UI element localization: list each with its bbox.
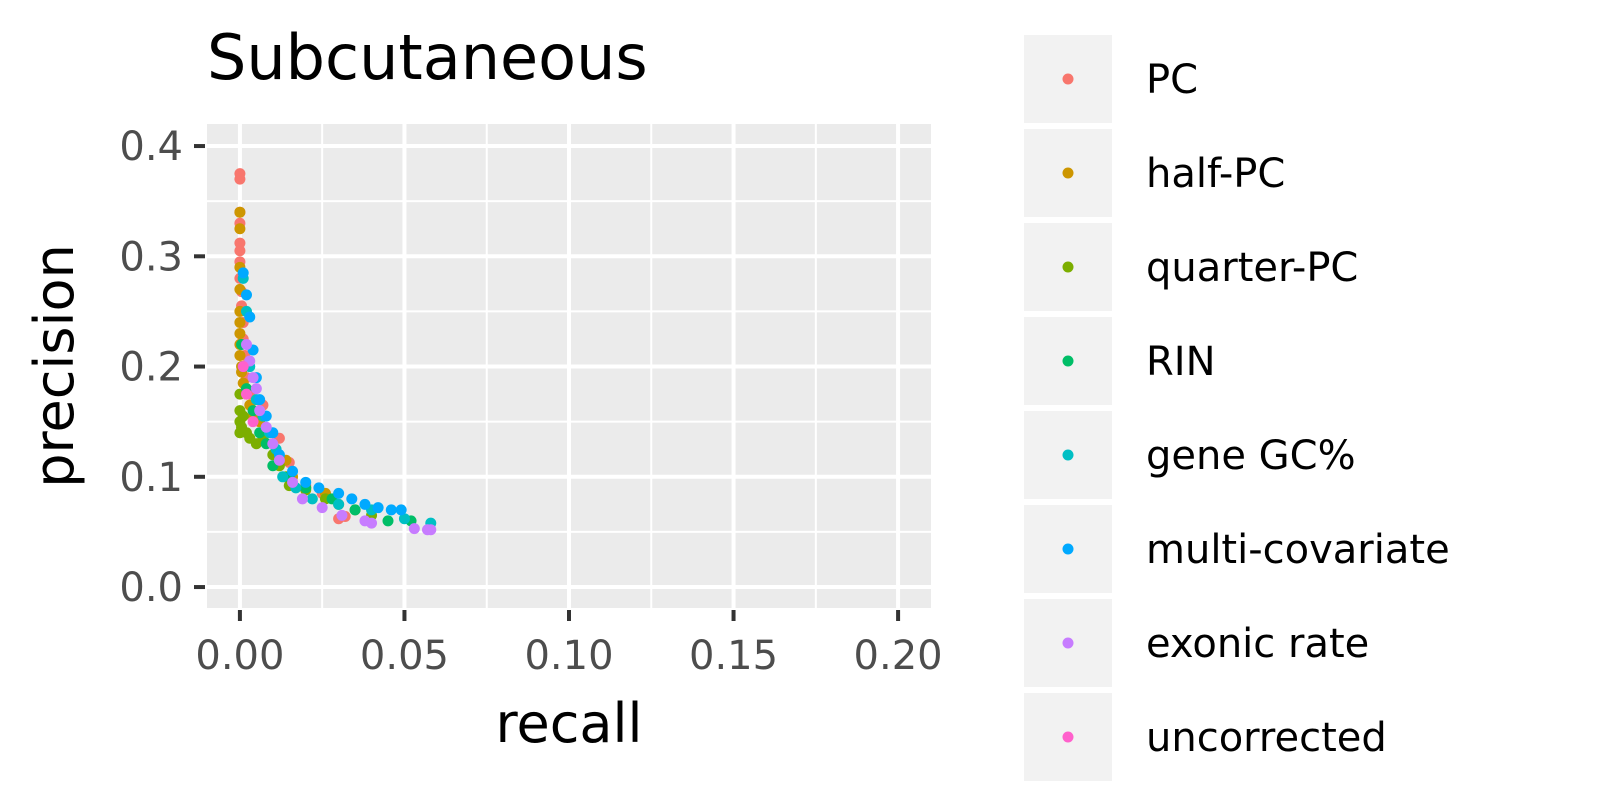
data-point	[254, 405, 266, 417]
data-point	[333, 487, 345, 499]
data-point	[237, 267, 249, 279]
data-point	[234, 316, 246, 328]
data-point	[247, 416, 259, 428]
data-point	[234, 173, 246, 185]
legend-marker	[1062, 73, 1074, 85]
data-point	[240, 339, 252, 351]
data-point	[346, 493, 358, 505]
data-point	[237, 410, 249, 422]
data-point	[234, 350, 246, 362]
data-point	[366, 517, 378, 529]
data-point	[234, 327, 246, 339]
data-point	[234, 245, 246, 257]
data-point	[395, 504, 407, 516]
legend-marker	[1062, 543, 1074, 555]
x-tick-label: 0.00	[195, 633, 284, 679]
x-axis: 0.00 0.05 0.10 0.15 0.20	[195, 610, 943, 679]
x-axis-label: recall	[495, 692, 642, 755]
grid-major	[207, 124, 931, 608]
data-point	[372, 502, 384, 514]
data-point	[240, 289, 252, 301]
data-point	[234, 223, 246, 235]
data-point	[300, 476, 312, 488]
data-point	[254, 394, 266, 406]
legend-marker	[1062, 731, 1074, 743]
data-point	[349, 504, 361, 516]
y-axis-label: precision	[23, 244, 86, 488]
data-point	[316, 502, 328, 514]
data-point	[296, 493, 308, 505]
legend-marker	[1062, 637, 1074, 649]
legend-marker	[1062, 449, 1074, 461]
data-point	[382, 515, 394, 527]
x-tick-label: 0.10	[524, 633, 613, 679]
data-point	[425, 524, 437, 536]
legend-marker	[1062, 261, 1074, 273]
x-tick-label: 0.05	[360, 633, 449, 679]
data-point	[234, 237, 246, 249]
y-tick-label: 0.2	[119, 345, 183, 391]
data-point	[359, 498, 371, 510]
y-tick-label: 0.1	[119, 455, 183, 501]
legend-marker	[1062, 167, 1074, 179]
data-point	[244, 311, 256, 323]
legend-label: uncorrected	[1146, 715, 1387, 761]
legend-marker	[1062, 355, 1074, 367]
data-point	[385, 504, 397, 516]
legend-label: gene GC%	[1146, 433, 1356, 479]
y-tick-label: 0.4	[119, 124, 183, 170]
data-point	[287, 465, 299, 477]
data-point	[250, 383, 262, 395]
data-point	[260, 421, 272, 433]
data-point	[313, 482, 325, 494]
data-point	[277, 471, 289, 483]
data-point	[333, 498, 345, 510]
data-point	[237, 361, 249, 373]
data-point	[306, 493, 318, 505]
legend-label: half-PC	[1146, 151, 1285, 197]
y-tick-label: 0.3	[119, 234, 183, 280]
legend: PC half-PC quarter-PC RIN gene GC% multi-cova…	[1024, 35, 1450, 781]
data-point	[273, 454, 285, 466]
data-point	[267, 438, 279, 450]
legend-label: exonic rate	[1146, 621, 1369, 667]
chart-title: Subcutaneous	[207, 21, 648, 94]
data-point	[240, 388, 252, 400]
data-point	[408, 523, 420, 535]
legend-label: multi-covariate	[1146, 527, 1450, 573]
legend-label: PC	[1146, 57, 1198, 103]
data-points	[234, 168, 437, 536]
y-tick-label: 0.0	[119, 565, 183, 611]
data-point	[287, 476, 299, 488]
data-point	[247, 372, 259, 384]
y-axis: 0.0 0.1 0.2 0.3 0.4	[119, 124, 205, 611]
legend-label: quarter-PC	[1146, 245, 1358, 291]
data-point	[336, 509, 348, 521]
x-tick-label: 0.15	[689, 633, 778, 679]
legend-label: RIN	[1146, 339, 1216, 385]
x-tick-label: 0.20	[854, 633, 943, 679]
data-point	[398, 513, 410, 525]
data-point	[234, 206, 246, 218]
